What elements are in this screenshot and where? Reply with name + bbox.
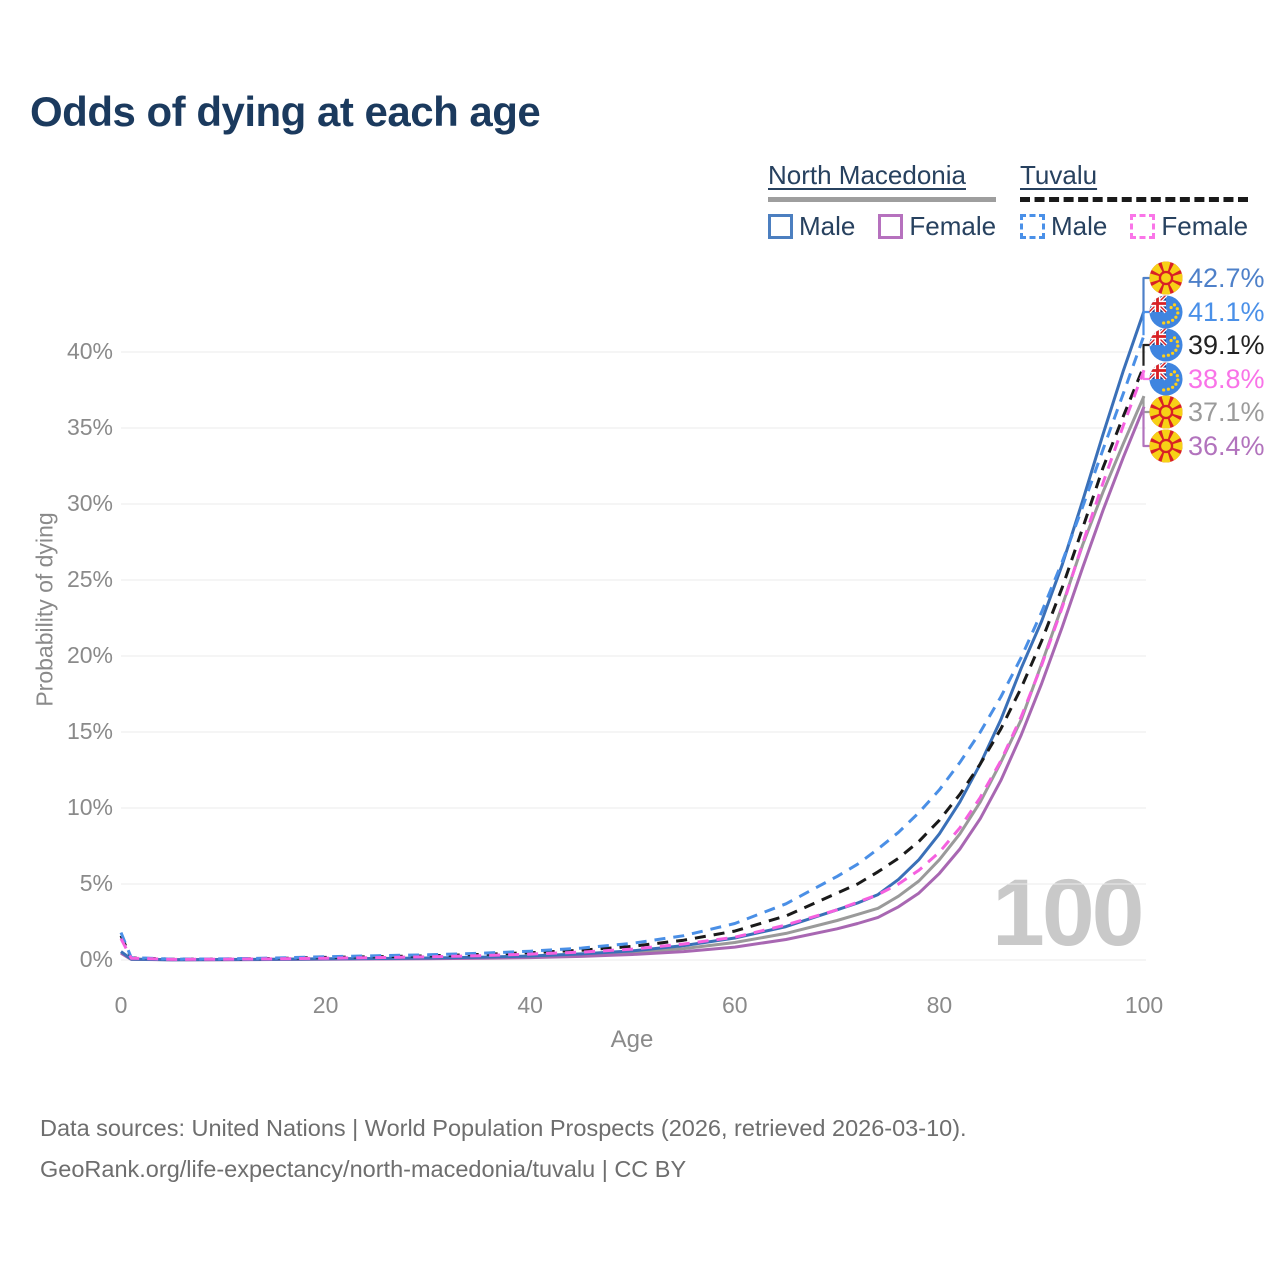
legend-swatch-nm-male	[768, 214, 793, 239]
end-label-value: 37.1%	[1188, 397, 1265, 427]
end-label-north-macedonia-male: 42.7%	[1149, 261, 1265, 295]
series-line-tuvalu-all	[119, 365, 1146, 961]
legend-swatch-nm-female	[878, 214, 904, 239]
attribution-text: GeoRank.org/life-expectancy/north-macedo…	[40, 1156, 687, 1182]
data-sources-text: Data sources: United Nations | World Pop…	[40, 1115, 967, 1141]
footer: Data sources: United Nations | World Pop…	[40, 1108, 967, 1190]
y-tick-label: 0%	[79, 946, 113, 972]
series-line-tuvalu-female	[119, 369, 1146, 961]
y-tick-label: 25%	[66, 566, 113, 592]
end-label-value: 39.1%	[1188, 330, 1265, 360]
legend-country-label: North Macedonia	[768, 160, 966, 190]
x-tick-label: 80	[926, 992, 953, 1018]
end-label-tuvalu-female: 38.8%	[1149, 362, 1265, 396]
y-tick-label: 15%	[66, 718, 113, 744]
page-title: Odds of dying at each age	[30, 88, 541, 135]
legend-item-label: Female	[909, 211, 997, 241]
x-tick-label: 40	[517, 992, 543, 1018]
north-macedonia-flag-icon	[1149, 261, 1183, 295]
end-label-tuvalu-male: 41.1%	[1149, 295, 1265, 329]
legend-item-label: Male	[799, 211, 856, 241]
end-label-leader	[1142, 370, 1151, 381]
tuvalu-flag-icon	[1149, 362, 1183, 396]
y-tick-label: 20%	[66, 642, 113, 668]
series-line-tuvalu-male	[119, 334, 1146, 961]
series-line-north-macedonia-female	[120, 406, 1146, 962]
y-tick-label: 40%	[66, 338, 113, 364]
x-tick-label: 0	[114, 992, 128, 1018]
legend-swatch-tv-male	[1020, 214, 1045, 239]
end-label-north-macedonia-female: 36.4%	[1149, 429, 1265, 463]
legend-line-sample-dashed	[1020, 197, 1249, 202]
legend-item-tv-male[interactable]: Male	[1020, 211, 1107, 242]
end-label-leader	[1142, 310, 1151, 336]
tuvalu-flag-icon	[1149, 328, 1183, 362]
legend-group-tuvalu: Tuvalu Male Female	[1020, 160, 1249, 242]
legend-item-nm-female[interactable]: Female	[878, 211, 996, 242]
legend-country-label: Tuvalu	[1020, 160, 1098, 190]
end-label-north-macedonia-all: 37.1%	[1149, 395, 1265, 429]
x-tick-label: 100	[1124, 992, 1164, 1018]
x-axis-title: Age	[610, 1026, 654, 1053]
north-macedonia-flag-icon	[1149, 429, 1183, 463]
legend-swatch-tv-female	[1130, 214, 1156, 239]
x-tick-label: 60	[722, 992, 748, 1018]
y-tick-label: 10%	[66, 794, 113, 820]
legend-group-north-macedonia: North Macedonia Male Female	[768, 160, 997, 242]
end-label-leader	[1142, 276, 1151, 311]
series-line-north-macedonia-male	[120, 310, 1146, 962]
end-label-leader	[1142, 343, 1151, 366]
legend-item-nm-male[interactable]: Male	[768, 211, 855, 242]
end-label-value: 42.7%	[1188, 263, 1265, 293]
end-label-value: 36.4%	[1188, 431, 1265, 461]
end-label-leader	[1142, 406, 1151, 448]
legend-line-sample-solid	[768, 197, 997, 202]
y-tick-label: 35%	[66, 414, 113, 440]
y-tick-label: 5%	[79, 870, 113, 896]
tuvalu-flag-icon	[1149, 295, 1183, 329]
legend-item-tv-female[interactable]: Female	[1130, 211, 1248, 242]
end-label-tuvalu-all: 39.1%	[1149, 328, 1265, 362]
north-macedonia-flag-icon	[1149, 395, 1183, 429]
y-axis-title: Probability of dying	[31, 512, 58, 707]
end-label-value: 41.1%	[1188, 297, 1265, 327]
end-label-value: 38.8%	[1188, 364, 1265, 394]
series-line-north-macedonia-all	[120, 395, 1146, 962]
age-indicator-watermark: 100	[992, 860, 1145, 966]
y-tick-label: 30%	[66, 490, 113, 516]
x-tick-label: 20	[312, 992, 339, 1018]
legend-item-label: Female	[1161, 211, 1249, 241]
legend-item-label: Male	[1051, 211, 1108, 241]
